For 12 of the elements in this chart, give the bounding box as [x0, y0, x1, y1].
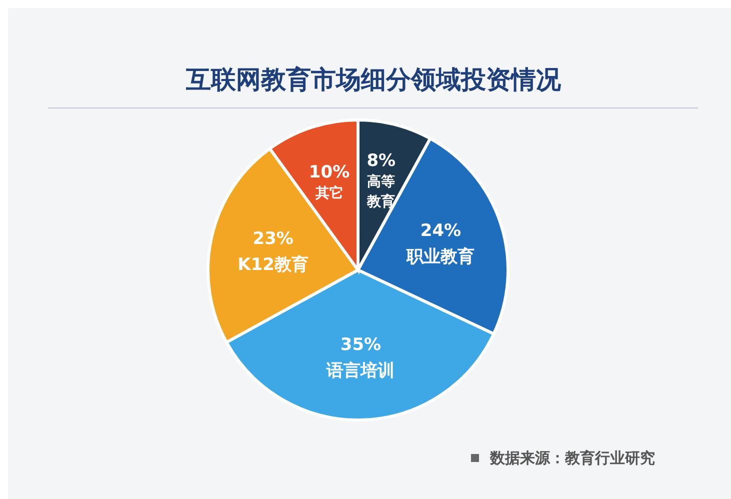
slice-label: 语言培训: [326, 360, 395, 381]
slice-label: K12教育: [238, 254, 309, 276]
data-label: 35%: [340, 334, 382, 355]
slice-label: 其它: [314, 184, 344, 202]
data-label: 8%: [366, 150, 396, 171]
slice-label: 高等教育: [366, 172, 396, 210]
source-note: 数据来源：教育行业研究: [489, 449, 655, 467]
data-label: 23%: [252, 229, 294, 250]
chart-title: 互联网教育市场细分领域投资情况: [185, 65, 562, 94]
data-label: 24%: [420, 221, 462, 242]
data-label: 10%: [308, 162, 350, 183]
slice-label: 职业教育: [406, 246, 475, 268]
